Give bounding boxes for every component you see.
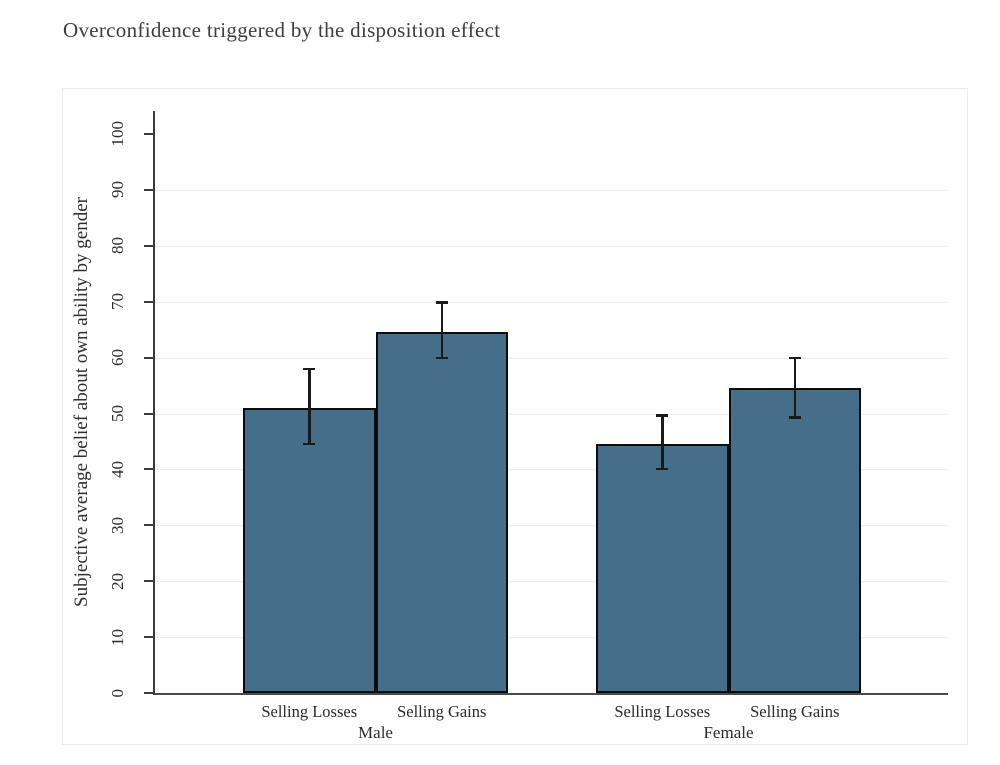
error-bar-cap-bottom-female-selling-losses xyxy=(656,467,669,471)
error-bar-cap-bottom-male-selling-gains xyxy=(435,356,448,360)
y-tick-label-text: 20 xyxy=(108,572,127,590)
gridline-60 xyxy=(155,357,948,359)
y-tick-50 xyxy=(144,412,153,415)
group-label-male: Male xyxy=(358,723,393,742)
error-bar-cap-top-male-selling-losses xyxy=(303,367,316,371)
y-tick-label-50: 50 xyxy=(103,382,133,446)
gridline-40 xyxy=(155,469,948,471)
y-tick-label-0: 0 xyxy=(103,661,133,725)
category-label-female-selling-gains: Selling Gains xyxy=(750,702,840,721)
y-tick-100 xyxy=(144,133,153,135)
category-label-female-selling-losses: Selling Losses xyxy=(614,702,711,721)
y-tick-label-10: 10 xyxy=(103,605,133,669)
y-tick-80 xyxy=(144,244,153,247)
bar-female-selling-gains xyxy=(728,388,861,693)
y-tick-label-text: 40 xyxy=(108,460,127,478)
y-tick-30 xyxy=(144,524,153,527)
category-label-male-selling-losses: Selling Losses xyxy=(261,702,358,721)
error-bar-cap-top-female-selling-losses xyxy=(656,414,669,417)
group-label-female: Female xyxy=(703,723,754,742)
figure-card: Subjective average belief about own abil… xyxy=(62,88,968,745)
gridline-20 xyxy=(155,581,948,583)
gridline-30 xyxy=(155,525,948,527)
gridline-50 xyxy=(155,413,948,415)
y-tick-label-20: 20 xyxy=(103,549,133,613)
page-title: Overconfidence triggered by the disposit… xyxy=(63,18,501,42)
y-tick-40 xyxy=(144,468,153,471)
y-tick-0 xyxy=(144,692,153,694)
error-bar-cap-bottom-female-selling-gains xyxy=(788,416,801,419)
plot-area: 0 10 20 30 40 50 60 70 80 90 100 Selling Losses Sell… xyxy=(108,111,948,742)
bar-male-selling-losses xyxy=(243,407,376,693)
error-bar-male-selling-losses xyxy=(308,368,311,445)
y-tick-label-text: 30 xyxy=(108,516,127,534)
y-tick-label-text: 70 xyxy=(108,293,127,311)
bar-male-selling-gains xyxy=(375,332,508,693)
y-axis-title-text: Subjective average belief about own abil… xyxy=(71,197,92,607)
y-axis-title: Subjective average belief about own abil… xyxy=(65,111,99,693)
error-bar-cap-top-male-selling-gains xyxy=(435,301,448,304)
y-tick-label-60: 60 xyxy=(103,326,133,390)
y-tick-label-40: 40 xyxy=(103,437,133,501)
error-bar-male-selling-gains xyxy=(440,302,443,359)
y-tick-label-text: 90 xyxy=(108,181,127,199)
bar-female-selling-losses xyxy=(596,444,729,693)
gridline-70 xyxy=(155,301,948,303)
y-tick-70 xyxy=(144,300,153,303)
y-tick-label-90: 90 xyxy=(103,158,133,222)
gridline-10 xyxy=(155,637,948,639)
y-tick-60 xyxy=(144,356,153,359)
error-bar-female-selling-gains xyxy=(793,357,796,418)
y-tick-label-70: 70 xyxy=(103,270,133,334)
y-tick-90 xyxy=(144,188,153,191)
y-tick-label-30: 30 xyxy=(103,493,133,557)
category-label-male-selling-gains: Selling Gains xyxy=(397,702,487,721)
gridline-90 xyxy=(155,189,948,191)
error-bar-cap-bottom-male-selling-losses xyxy=(303,442,316,446)
y-tick-label-80: 80 xyxy=(103,214,133,278)
y-tick-label-100: 100 xyxy=(103,102,133,166)
y-tick-label-text: 50 xyxy=(108,405,127,422)
y-tick-10 xyxy=(144,636,153,639)
y-tick-label-text: 100 xyxy=(108,121,127,147)
y-tick-label-text: 60 xyxy=(108,349,127,367)
y-tick-20 xyxy=(144,580,153,583)
y-tick-label-text: 0 xyxy=(108,688,127,698)
error-bar-female-selling-losses xyxy=(661,415,664,470)
error-bar-cap-top-female-selling-gains xyxy=(788,356,801,360)
y-tick-label-text: 10 xyxy=(108,628,127,646)
y-tick-label-text: 80 xyxy=(108,237,127,255)
gridline-80 xyxy=(155,245,948,247)
